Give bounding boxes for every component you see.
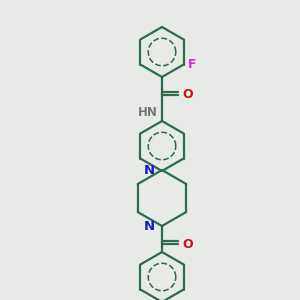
Text: O: O [182,88,193,101]
Text: HN: HN [138,106,158,119]
Text: N: N [144,220,155,232]
Text: O: O [182,238,193,250]
Text: F: F [188,58,196,71]
Text: N: N [144,164,155,176]
